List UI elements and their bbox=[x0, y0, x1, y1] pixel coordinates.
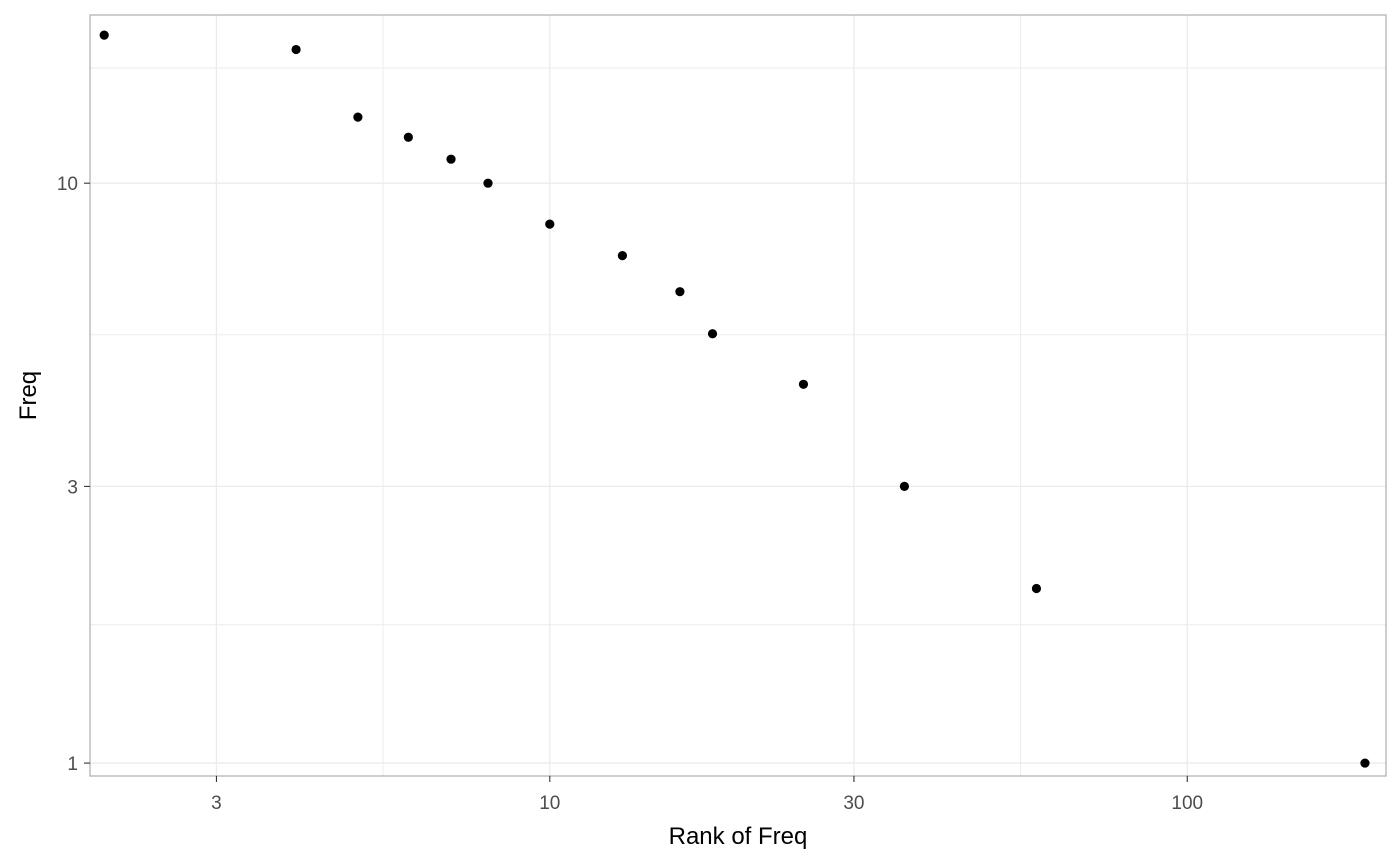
minor-gridlines bbox=[90, 15, 1386, 776]
data-point-10 bbox=[798, 379, 809, 389]
major-gridlines bbox=[90, 15, 1386, 776]
x-axis-ticks: 3 10 30 100 bbox=[211, 776, 1203, 814]
data-point-2 bbox=[353, 112, 363, 122]
data-point-9 bbox=[707, 329, 718, 339]
y-axis-title: Freq bbox=[15, 371, 42, 420]
x-tick-label-0: 3 bbox=[211, 793, 222, 814]
data-point-13 bbox=[1360, 758, 1370, 768]
data-point-7 bbox=[617, 251, 628, 261]
x-tick-label-2: 30 bbox=[843, 793, 864, 814]
panel-border bbox=[89, 14, 1387, 777]
y-tick-label-0: 1 bbox=[67, 754, 78, 775]
y-tick-label-2: 10 bbox=[57, 174, 78, 195]
data-point-12 bbox=[1031, 583, 1042, 594]
data-point-1 bbox=[291, 44, 301, 55]
data-point-6 bbox=[545, 219, 555, 229]
data-point-11 bbox=[899, 481, 910, 492]
x-axis-title: Rank of Freq bbox=[669, 823, 808, 850]
data-point-0 bbox=[99, 30, 109, 40]
data-point-5 bbox=[483, 178, 493, 188]
data-points bbox=[99, 30, 1370, 768]
x-tick-label-3: 100 bbox=[1171, 793, 1203, 814]
y-tick-label-1: 3 bbox=[67, 477, 78, 498]
data-point-8 bbox=[675, 287, 685, 297]
data-point-4 bbox=[446, 154, 456, 164]
data-point-3 bbox=[403, 132, 413, 142]
x-tick-label-1: 10 bbox=[539, 793, 560, 814]
y-axis-ticks: 1 3 10 bbox=[57, 174, 90, 775]
